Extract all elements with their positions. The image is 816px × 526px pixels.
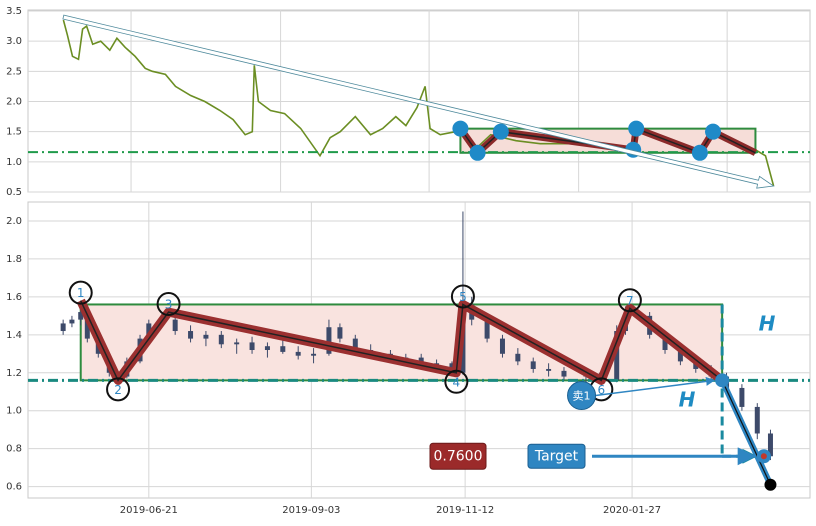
pattern-point xyxy=(691,144,708,161)
y-tick-label: 1.8 xyxy=(6,254,22,265)
pattern-label: 2 xyxy=(114,383,122,397)
candle-body xyxy=(561,370,567,377)
height-label: H xyxy=(679,388,696,412)
target-text: Target xyxy=(534,448,579,464)
pattern-point xyxy=(68,280,93,305)
candle-body xyxy=(499,338,505,354)
pattern-label: 3 xyxy=(165,298,173,312)
target-value: 0.7600 xyxy=(434,448,483,464)
projection-core xyxy=(721,380,772,485)
candle-body xyxy=(78,312,84,320)
candle-body xyxy=(739,387,745,407)
candle-body xyxy=(614,331,620,381)
candle-body xyxy=(326,327,332,354)
trend-arrow xyxy=(62,14,775,189)
pattern-point xyxy=(617,288,642,313)
x-tick-label: 2019-09-03 xyxy=(282,505,340,516)
sell-marker xyxy=(567,381,597,411)
y-tick-label: 1.5 xyxy=(6,127,22,138)
sell-label: 卖1 xyxy=(573,390,591,403)
candle-body xyxy=(234,342,240,345)
target-value-box xyxy=(429,442,487,470)
candle-body xyxy=(767,433,773,457)
pattern-label: 7 xyxy=(626,294,634,308)
pattern-label: 5 xyxy=(459,290,467,304)
pattern-point xyxy=(106,377,131,402)
height-label: H xyxy=(759,312,776,336)
candle-body xyxy=(280,346,286,352)
candle-body xyxy=(146,323,152,339)
candle-body xyxy=(218,334,224,345)
candle-body xyxy=(84,315,90,339)
pattern-point xyxy=(492,123,509,140)
candle-body xyxy=(311,353,317,356)
x-tick-label: 2020-01-27 xyxy=(603,505,661,516)
end-point xyxy=(715,373,730,388)
y-tick-label: 2.5 xyxy=(6,66,22,77)
y-tick-label: 1.6 xyxy=(6,292,22,303)
y-tick-label: 1.0 xyxy=(6,406,22,417)
x-tick-label: 2019-11-12 xyxy=(436,505,494,516)
candle-body xyxy=(203,334,209,339)
candle-body xyxy=(515,353,521,362)
candle-body xyxy=(352,338,358,350)
y-tick-label: 3.0 xyxy=(6,36,22,47)
candle-body xyxy=(188,331,194,339)
target-dot xyxy=(760,453,767,460)
pattern-point xyxy=(452,120,469,137)
pattern-core xyxy=(80,300,723,382)
y-tick-label: 1.0 xyxy=(6,157,22,168)
candle-body xyxy=(337,327,343,339)
pattern-label: 4 xyxy=(453,375,461,389)
candle-body xyxy=(295,351,301,356)
pattern-label: 6 xyxy=(597,383,605,397)
pattern-point xyxy=(469,144,486,161)
y-tick-label: 0.5 xyxy=(6,187,22,198)
candle-body xyxy=(754,406,760,434)
pattern-label: 1 xyxy=(77,286,85,300)
pattern-point xyxy=(705,123,722,140)
candle-body xyxy=(264,346,270,350)
candle-body xyxy=(249,342,255,350)
y-tick-label: 2.0 xyxy=(6,97,22,108)
y-tick-label: 0.6 xyxy=(6,482,22,493)
pattern-point xyxy=(450,284,475,309)
y-tick-label: 2.0 xyxy=(6,216,22,227)
pattern-point xyxy=(628,120,645,137)
candle-body xyxy=(69,319,75,324)
x-tick-label: 2019-06-21 xyxy=(120,505,178,516)
y-tick-label: 0.8 xyxy=(6,444,22,455)
y-tick-label: 1.2 xyxy=(6,368,22,379)
target-box xyxy=(527,443,586,469)
candle-body xyxy=(172,319,178,332)
candle-body xyxy=(677,350,683,362)
final-point xyxy=(764,478,777,491)
panel-content xyxy=(28,202,810,498)
candle-body xyxy=(662,334,668,350)
pattern-point xyxy=(444,369,469,394)
candle-body xyxy=(484,319,490,339)
sell-arrow xyxy=(595,376,716,397)
candle-body xyxy=(530,361,536,369)
candle-body xyxy=(60,323,66,332)
candle-body xyxy=(546,368,552,371)
y-tick-label: 1.4 xyxy=(6,330,22,341)
pattern-point xyxy=(156,292,181,317)
y-tick-label: 3.5 xyxy=(6,6,22,17)
